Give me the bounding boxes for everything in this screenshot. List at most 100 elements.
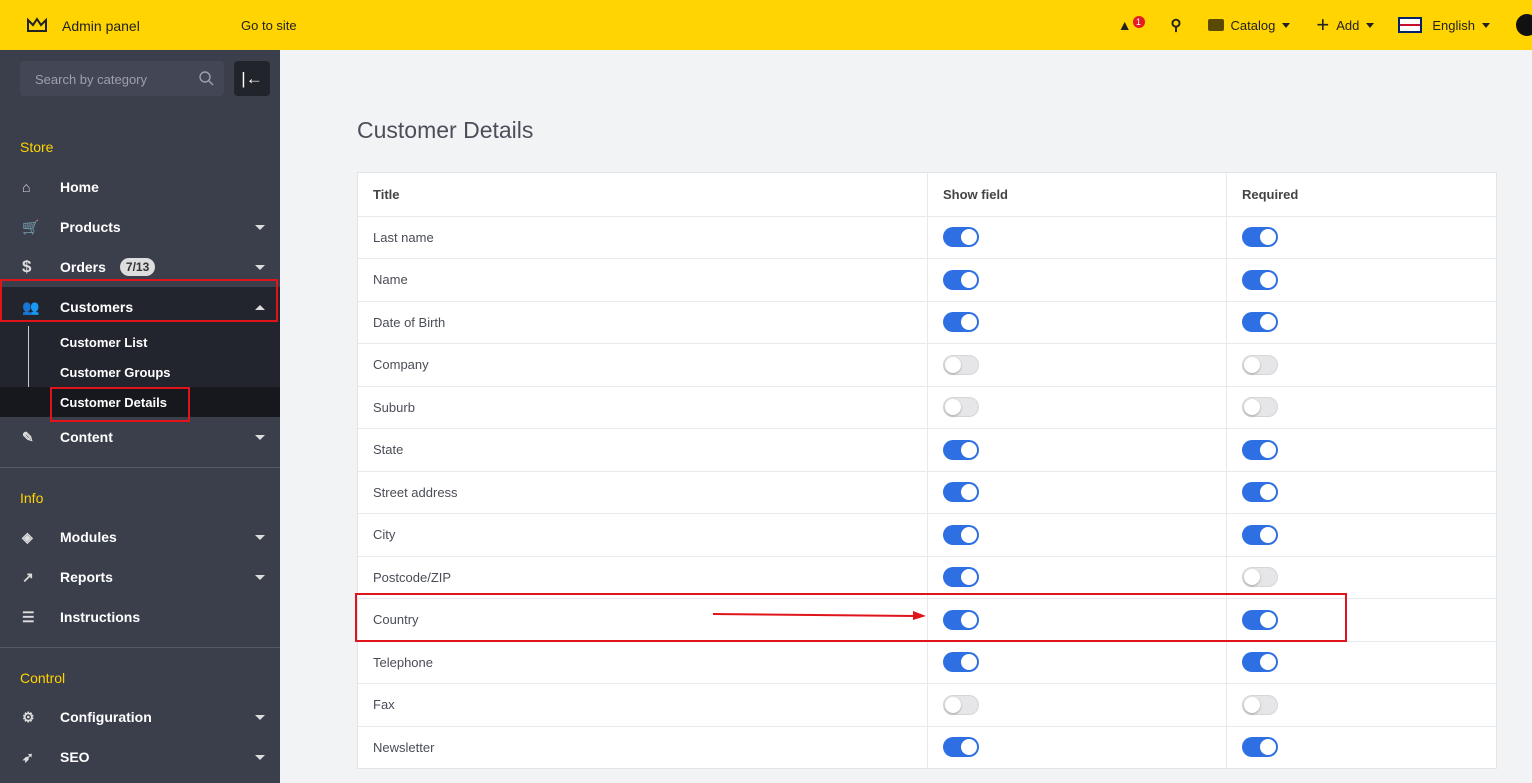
active-highlight xyxy=(0,387,280,417)
brand[interactable]: Admin panel xyxy=(62,18,140,34)
sidebar-item-customer-list[interactable]: Customer List xyxy=(60,335,148,350)
alerts-button[interactable]: ▲ 1 xyxy=(1117,16,1145,33)
required-toggle[interactable] xyxy=(1242,269,1278,290)
sidebar-item-modules[interactable]: ◈ Modules xyxy=(0,517,280,557)
divider xyxy=(0,647,280,648)
field-title: Postcode/ZIP xyxy=(358,556,928,598)
sidebar-item-seo[interactable]: ➶ SEO xyxy=(0,737,280,777)
chevron-down-icon xyxy=(1366,22,1375,28)
language-menu[interactable]: English xyxy=(1398,17,1490,33)
table-row: Newsletter xyxy=(358,725,1496,768)
sidebar-item-instructions[interactable]: ☰ Instructions xyxy=(0,597,280,637)
show-field-toggle[interactable] xyxy=(943,652,979,673)
dollar-icon: $ xyxy=(22,257,32,276)
catalog-menu[interactable]: Catalog xyxy=(1207,17,1291,33)
show-field-toggle[interactable] xyxy=(943,439,979,460)
add-label: Add xyxy=(1336,17,1360,33)
collapse-sidebar-button[interactable]: |← xyxy=(234,61,270,96)
top-bar: Admin panel Go to site ▲ 1 ⚲ Catalog + Add… xyxy=(0,0,1532,50)
show-field-toggle[interactable] xyxy=(943,482,979,503)
layers-icon: ◈ xyxy=(22,528,33,545)
required-toggle[interactable] xyxy=(1242,312,1278,333)
show-field-toggle[interactable] xyxy=(943,269,979,290)
required-cell xyxy=(1227,344,1278,386)
search-placeholder: Search by category xyxy=(35,72,148,87)
table-row: City xyxy=(358,513,1496,556)
required-toggle[interactable] xyxy=(1242,694,1278,715)
chart-icon: ↗ xyxy=(22,568,34,585)
required-toggle[interactable] xyxy=(1242,737,1278,758)
required-toggle[interactable] xyxy=(1242,652,1278,673)
show-cell xyxy=(928,641,1227,683)
show-field-toggle[interactable] xyxy=(943,227,979,248)
search-icon[interactable]: ⚲ xyxy=(1170,17,1182,34)
go-to-site-link[interactable]: Go to site xyxy=(241,18,297,33)
field-title: Telephone xyxy=(358,641,928,683)
home-icon: ⌂ xyxy=(22,179,31,195)
show-cell xyxy=(928,556,1227,598)
search-icon xyxy=(199,71,214,86)
sidebar-item-orders[interactable]: $ Orders 7/13 xyxy=(0,247,280,287)
required-toggle[interactable] xyxy=(1242,354,1278,375)
sidebar: Search by category |← Store ⌂ Home 🛒 Produ… xyxy=(0,50,280,783)
user-avatar[interactable] xyxy=(1516,14,1532,36)
show-field-toggle[interactable] xyxy=(943,737,979,758)
category-search-input[interactable]: Search by category xyxy=(20,61,224,96)
gear-icon: ⚙ xyxy=(22,708,35,725)
chevron-down-icon xyxy=(255,535,265,540)
label: SEO xyxy=(60,749,90,765)
show-field-toggle[interactable] xyxy=(943,524,979,545)
field-title: City xyxy=(358,514,928,556)
show-field-toggle[interactable] xyxy=(943,694,979,715)
chevron-down-icon xyxy=(255,755,265,760)
show-cell xyxy=(928,599,1227,641)
table-row: Last name xyxy=(358,215,1496,258)
page-title: Customer Details xyxy=(357,117,534,143)
sidebar-item-customer-groups[interactable]: Customer Groups xyxy=(60,365,171,380)
field-title: Newsletter xyxy=(358,726,928,768)
field-title: Last name xyxy=(358,216,928,258)
required-toggle[interactable] xyxy=(1242,482,1278,503)
label: Configuration xyxy=(60,709,152,725)
show-field-toggle[interactable] xyxy=(943,609,979,630)
field-title: Country xyxy=(358,599,928,641)
users-icon: 👥 xyxy=(22,298,40,315)
required-toggle[interactable] xyxy=(1242,227,1278,248)
label: Reports xyxy=(60,569,113,585)
show-field-toggle[interactable] xyxy=(943,397,979,418)
table-row: Date of Birth xyxy=(358,300,1496,343)
sidebar-item-customer-details[interactable]: Customer Details xyxy=(60,395,167,410)
show-cell xyxy=(928,684,1227,726)
pencil-icon: ✎ xyxy=(22,428,34,445)
required-cell xyxy=(1227,684,1278,726)
sidebar-item-home[interactable]: ⌂ Home xyxy=(0,167,280,207)
add-menu[interactable]: + Add xyxy=(1316,12,1375,38)
required-toggle[interactable] xyxy=(1242,439,1278,460)
sidebar-item-content[interactable]: ✎ Content xyxy=(0,417,280,457)
column-show-field: Show field xyxy=(928,173,1227,216)
show-cell xyxy=(928,471,1227,513)
required-toggle[interactable] xyxy=(1242,524,1278,545)
show-field-toggle[interactable] xyxy=(943,567,979,588)
catalog-label: Catalog xyxy=(1230,17,1276,33)
required-cell xyxy=(1227,429,1278,471)
show-field-toggle[interactable] xyxy=(943,312,979,333)
required-toggle[interactable] xyxy=(1242,397,1278,418)
field-title: State xyxy=(358,429,928,471)
section-control: Control xyxy=(20,670,66,686)
customer-details-table: Title Show field Required Last name Name… xyxy=(357,172,1497,769)
warning-icon: ▲ xyxy=(1117,17,1132,33)
required-cell xyxy=(1227,259,1278,301)
sidebar-item-products[interactable]: 🛒 Products xyxy=(0,207,280,247)
label: Home xyxy=(60,179,99,195)
required-toggle[interactable] xyxy=(1242,567,1278,588)
section-info: Info xyxy=(20,490,44,506)
tree-line xyxy=(28,326,29,406)
show-field-toggle[interactable] xyxy=(943,354,979,375)
sidebar-item-configuration[interactable]: ⚙ Configuration xyxy=(0,697,280,737)
required-toggle[interactable] xyxy=(1242,609,1278,630)
rocket-icon: ➶ xyxy=(22,748,34,765)
sidebar-item-reports[interactable]: ↗ Reports xyxy=(0,557,280,597)
column-required: Required xyxy=(1242,186,1299,202)
required-cell xyxy=(1227,599,1278,641)
